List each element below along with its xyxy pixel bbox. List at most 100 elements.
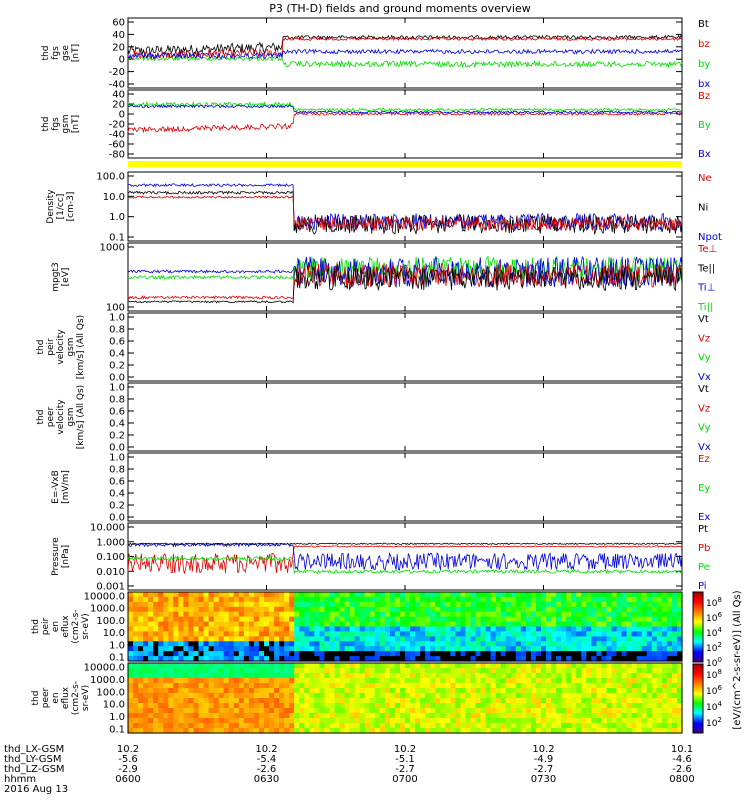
spectrogram-cell (535, 646, 542, 652)
spectrogram-cell (415, 611, 421, 618)
spectrogram-cell (319, 688, 325, 694)
spectrogram-cell (546, 703, 552, 709)
spectrogram-cell (193, 636, 200, 642)
y-tick-label: -80 (109, 150, 125, 161)
spectrogram-cell (379, 641, 386, 647)
spectrogram-cell (264, 626, 270, 632)
spectrogram-cell (505, 728, 512, 734)
spectrogram-cell (405, 708, 411, 714)
spectrogram-cell (213, 592, 220, 598)
spectrogram-cell (480, 718, 487, 724)
spectrogram-cell (535, 668, 542, 674)
spectrogram-cell (324, 651, 330, 657)
spectrogram-cell (556, 688, 562, 694)
spectrogram-cell (430, 596, 436, 603)
spectrogram-cell (228, 636, 235, 642)
spectrogram-cell (198, 601, 205, 608)
spectrogram-cell (213, 636, 220, 642)
spectrogram-cell (566, 713, 572, 719)
spectrogram-cell (233, 673, 240, 679)
spectrogram-cell (258, 611, 265, 618)
spectrogram-cell (324, 596, 330, 603)
spectrogram-cell (148, 592, 154, 598)
spectrogram-cell (556, 606, 562, 613)
spectrogram-cell (596, 616, 602, 623)
spectrogram-cell (556, 592, 562, 598)
spectrogram-cell (339, 641, 346, 647)
y-tick-label: 40 (112, 30, 125, 41)
spectrogram-cell (556, 656, 562, 662)
spectrogram-cell (163, 718, 169, 724)
spectrogram-cell (566, 683, 572, 689)
spectrogram-cell (561, 592, 567, 598)
spectrogram-cell (228, 611, 235, 618)
spectrogram-cell (339, 668, 346, 674)
spectrogram-cell (601, 688, 607, 694)
spectrogram-cell (198, 596, 205, 603)
spectrogram-cell (435, 683, 441, 689)
spectrogram-cell (384, 596, 391, 603)
spectrogram-cell (515, 708, 522, 714)
spectrogram-cell (440, 708, 446, 714)
spectrogram-cell (601, 683, 607, 689)
spectrogram-cell (143, 631, 149, 637)
spectrogram-cell (354, 656, 361, 662)
spectrogram-cell (213, 646, 220, 652)
spectrogram-cell (581, 683, 587, 689)
spectrogram-cell (420, 723, 426, 729)
colorbar-label: [eV/(cm^2-s-sr-eV)] (All Qs) (732, 590, 743, 729)
spectrogram-cell (349, 626, 356, 632)
spectrogram-cell (349, 713, 356, 719)
x-tick-label-ly: -5.4 (257, 754, 277, 765)
spectrogram-cell (455, 626, 461, 632)
spectrogram-cell (264, 646, 270, 652)
spectrogram-cell (465, 592, 471, 598)
spectrogram-cell (178, 651, 184, 657)
spectrogram-cell (168, 631, 174, 637)
spectrogram-cell (329, 728, 336, 734)
spectrogram-cell (324, 626, 330, 632)
spectrogram-cell (661, 621, 668, 628)
spectrogram-cell (677, 708, 683, 714)
spectrogram-cell (158, 611, 164, 618)
spectrogram-cell (349, 656, 356, 662)
spectrogram-cell (344, 651, 351, 657)
spectrogram-cell (228, 683, 235, 689)
spectrogram-cell (138, 646, 144, 652)
spectrogram-cell (400, 592, 406, 598)
spectrogram-cell (435, 592, 441, 598)
spectrogram-cell (329, 601, 336, 608)
spectrogram-cell (475, 688, 482, 694)
spectrogram-cell (515, 641, 522, 647)
y-tick-label: 0.0 (109, 443, 125, 454)
y-axis-label-line: peer (46, 406, 56, 427)
spectrogram-cell (279, 728, 285, 734)
spectrogram-cell (530, 703, 537, 709)
spectrogram-cell (309, 611, 315, 618)
spectrogram-cell (158, 641, 164, 647)
spectrogram-cell (530, 651, 537, 657)
spectrogram-cell (530, 626, 537, 632)
spectrogram-cell (495, 621, 502, 628)
spectrogram-cell (656, 703, 663, 709)
spectrogram-cell (369, 688, 376, 694)
spectrogram-cell (611, 616, 618, 623)
spectrogram-cell (460, 678, 466, 684)
spectrogram-cell (581, 663, 587, 669)
spectrogram-cell (243, 596, 250, 603)
spectrogram-cell (661, 656, 668, 662)
spectrogram-cell (163, 606, 169, 613)
spectrogram-cell (566, 631, 572, 637)
spectrogram-cell (566, 663, 572, 669)
spectrogram-cell (455, 606, 461, 613)
spectrogram-cell (591, 683, 597, 689)
spectrogram-cell (535, 678, 542, 684)
spectrogram-cell (520, 663, 527, 669)
spectrogram-cell (359, 728, 366, 734)
spectrogram-cell (369, 713, 376, 719)
spectrogram-cell (163, 611, 169, 618)
spectrogram-cell (475, 626, 482, 632)
spectrogram-cell (626, 616, 633, 623)
spectrogram-cell (480, 636, 487, 642)
spectrogram-cell (430, 673, 436, 679)
